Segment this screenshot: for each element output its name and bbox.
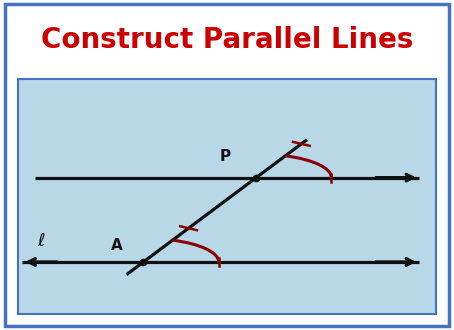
Text: $\ell$: $\ell$ xyxy=(37,232,45,250)
Text: Construct Parallel Lines: Construct Parallel Lines xyxy=(41,26,413,53)
Text: P: P xyxy=(219,149,231,164)
Text: A: A xyxy=(110,238,122,253)
